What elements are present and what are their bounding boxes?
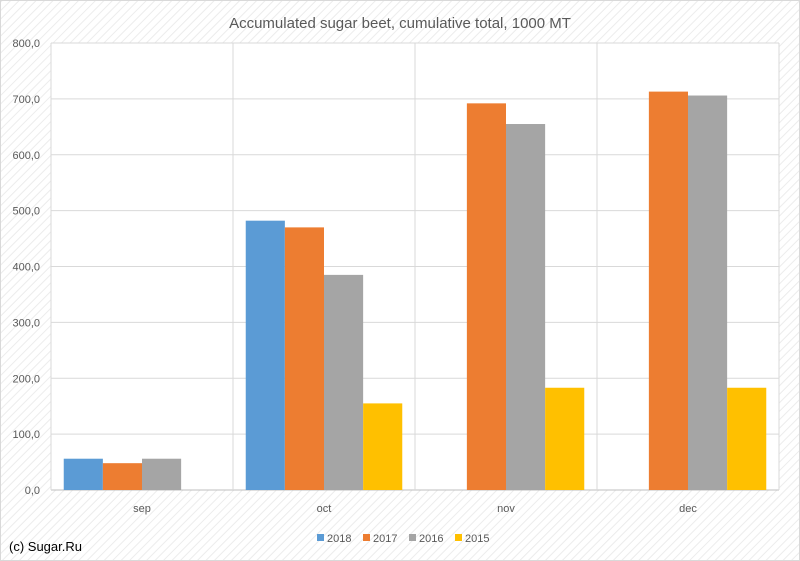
bar-2018-oct	[245, 220, 285, 490]
bar-2016-dec	[688, 95, 728, 491]
bar-2015-nov	[545, 387, 585, 490]
x-axis-ticks: sep oct nov dec	[133, 503, 697, 515]
y-tick-label: 500,0	[12, 206, 40, 218]
bar-2016-sep	[142, 458, 182, 490]
bars	[63, 91, 767, 491]
legend-swatch-2018	[317, 534, 324, 541]
x-tick-label: sep	[133, 503, 151, 515]
y-tick-label: 800,0	[12, 38, 40, 50]
bar-2018-sep	[63, 458, 103, 490]
y-tick-label: 700,0	[12, 94, 40, 106]
bar-2017-dec	[648, 91, 688, 490]
y-tick-label: 600,0	[12, 150, 40, 162]
y-tick-label: 300,0	[12, 317, 40, 329]
bar-2015-dec	[727, 387, 767, 490]
bar-2016-nov	[506, 124, 546, 491]
y-tick-label: 100,0	[12, 429, 40, 441]
legend-swatch-2017	[363, 534, 370, 541]
bar-2016-oct	[324, 274, 364, 490]
y-tick-label: 200,0	[12, 373, 40, 385]
credit-text: (c) Sugar.Ru	[9, 539, 82, 554]
y-tick-label: 0,0	[25, 485, 40, 497]
legend-label-2015: 2015	[465, 533, 489, 545]
x-tick-label: oct	[317, 503, 332, 515]
legend-swatch-2015	[455, 534, 462, 541]
bar-2017-sep	[102, 463, 142, 490]
x-tick-label: dec	[679, 503, 697, 515]
y-axis-ticks: 0,0 100,0 200,0 300,0 400,0 500,0 600,0 700,0 80…	[12, 38, 40, 497]
legend-swatch-2016	[409, 534, 416, 541]
legend-label-2016: 2016	[419, 533, 443, 545]
x-tick-label: nov	[497, 503, 515, 515]
bar-2017-nov	[466, 103, 506, 490]
y-tick-label: 400,0	[12, 262, 40, 274]
legend-label-2017: 2017	[373, 533, 397, 545]
bar-2015-oct	[363, 403, 403, 490]
chart-title: Accumulated sugar beet, cumulative total…	[229, 15, 571, 32]
legend-label-2018: 2018	[327, 533, 351, 545]
bar-2017-oct	[284, 227, 324, 490]
legend: 2018 2017 2016 2015	[317, 533, 489, 545]
